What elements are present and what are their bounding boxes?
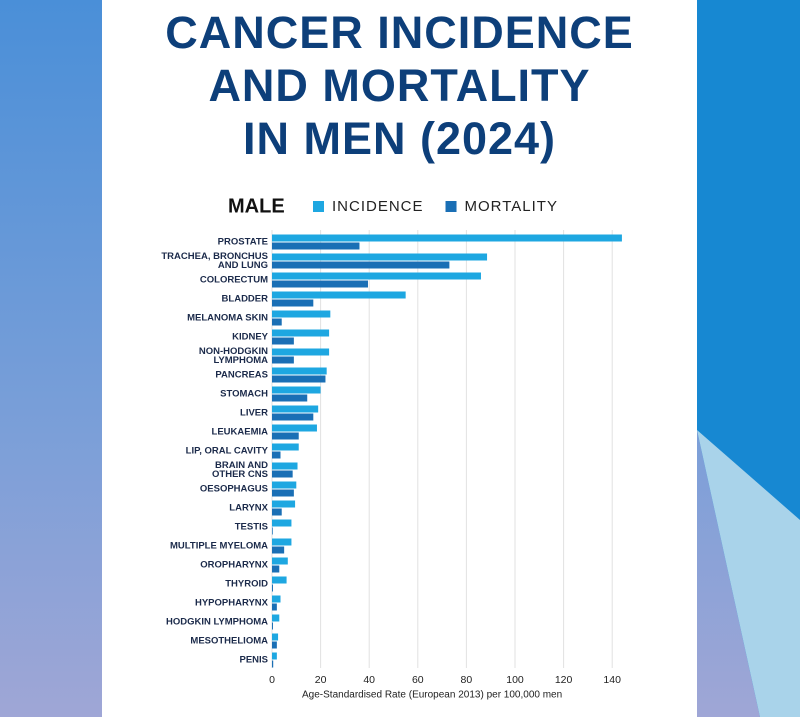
bar [272, 375, 326, 383]
bar [272, 337, 294, 345]
bar [272, 242, 360, 250]
bar [272, 508, 282, 516]
x-axis-label: Age-Standardised Rate (European 2013) pe… [302, 690, 562, 701]
category-label: PANCREAS [215, 369, 268, 381]
bar [272, 348, 330, 356]
chart-title: CANCER INCIDENCE AND MORTALITY IN MEN (2… [165, 7, 634, 164]
bar [272, 470, 293, 478]
x-tick-label: 0 [269, 674, 275, 686]
legend-label: MORTALITY [465, 198, 558, 215]
bar [272, 318, 282, 326]
bar [272, 291, 406, 299]
bar [272, 546, 285, 554]
category-label: PROSTATE [217, 236, 268, 248]
legend-swatch [313, 201, 324, 212]
category-label: MULTIPLE MYELOMA [170, 540, 268, 552]
legend-swatch [445, 201, 457, 212]
category-label: THYROID [225, 578, 268, 590]
category-label: TESTIS [234, 521, 268, 533]
bar [272, 557, 288, 565]
bar [272, 356, 294, 364]
x-tick-label: 80 [461, 674, 473, 686]
category-label: HYPOPHARYNX [194, 597, 268, 609]
category-label: HODGKIN LYMPHOMA [165, 616, 268, 628]
bar [272, 622, 273, 630]
bar [272, 367, 327, 375]
bar [272, 386, 321, 394]
bar [272, 576, 287, 584]
bar [272, 519, 292, 527]
bar [272, 633, 279, 641]
category-label: PENIS [239, 654, 268, 666]
category-label: LIVER [240, 407, 268, 419]
bar [272, 280, 368, 288]
x-tick-label: 140 [603, 674, 621, 686]
category-label: TRACHEA, BRONCHUS AND LUNG [161, 251, 268, 271]
category-label: MELANOMA SKIN [187, 312, 268, 324]
bar [272, 261, 450, 269]
bar [272, 652, 277, 660]
category-label: LEUKAEMIA [211, 426, 268, 438]
bar [272, 443, 299, 451]
x-tick-label: 60 [412, 674, 424, 686]
bar [272, 660, 274, 668]
category-label: COLORECTUM [199, 274, 268, 286]
bar [272, 538, 292, 546]
category-label: OROPHARYNX [200, 559, 268, 571]
bar [272, 272, 481, 280]
bar [272, 603, 277, 611]
panel [102, 0, 697, 717]
category-label: LARYNX [229, 502, 268, 514]
category-label: BRAIN AND OTHER CNS [212, 460, 268, 480]
bar [272, 253, 488, 261]
bar [272, 481, 297, 489]
bar [272, 424, 317, 432]
category-label: BLADDER [221, 293, 268, 305]
category-label: STOMACH [220, 388, 268, 400]
bar [272, 614, 280, 622]
right-light-shape [697, 430, 800, 717]
bar [272, 394, 308, 402]
bar [272, 489, 294, 497]
bar [272, 500, 296, 508]
bar [272, 413, 314, 421]
bar [272, 584, 273, 592]
x-tick-label: 40 [363, 674, 375, 686]
bar [272, 451, 281, 459]
category-label: MESOTHELIOMA [190, 635, 268, 647]
category-label: KIDNEY [232, 331, 268, 343]
bar [272, 405, 319, 413]
bar [272, 234, 622, 242]
bar [272, 299, 314, 307]
category-label: OESOPHAGUS [199, 483, 268, 495]
bar [272, 565, 280, 573]
x-tick-label: 20 [315, 674, 327, 686]
x-tick-label: 100 [506, 674, 524, 686]
bar [272, 329, 330, 337]
bar [272, 595, 281, 603]
bar [272, 310, 331, 318]
bar [272, 432, 299, 440]
x-tick-label: 120 [555, 674, 573, 686]
bar [272, 462, 298, 470]
bar [272, 641, 277, 649]
legend-title: MALE [228, 195, 285, 217]
legend-label: INCIDENCE [332, 198, 424, 215]
category-label: NON-HODGKIN LYMPHOMA [198, 346, 268, 366]
bar [272, 527, 273, 535]
category-label: LIP, ORAL CAVITY [185, 445, 268, 457]
